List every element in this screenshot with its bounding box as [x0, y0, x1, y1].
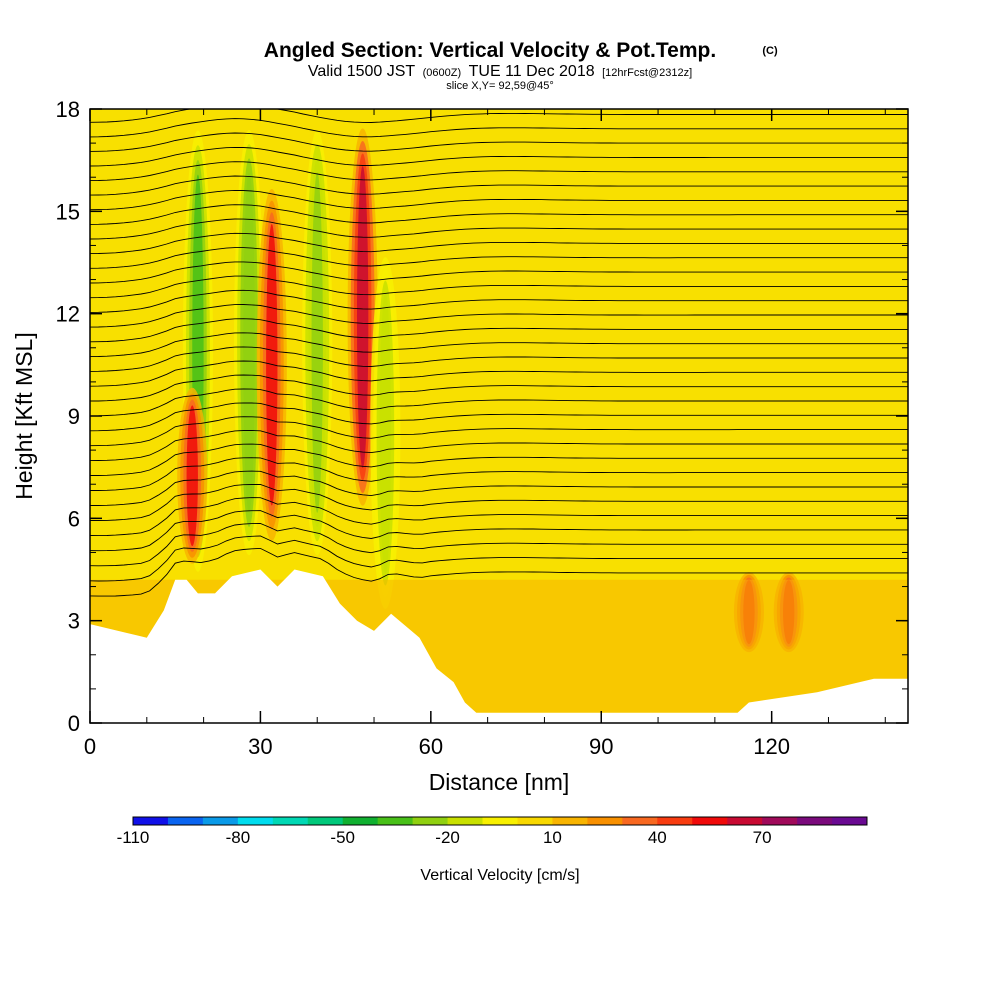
y-tick-label: 6 — [68, 506, 80, 531]
x-tick-label: 0 — [84, 734, 96, 759]
velocity-plume-6-3 — [186, 405, 198, 547]
theta-contour-4 — [90, 497, 908, 537]
colorbar-swatch — [412, 817, 449, 825]
theta-contour-19 — [90, 289, 908, 313]
theta-contour-17 — [90, 318, 908, 343]
plot-area — [90, 90, 908, 723]
theta-contour-23 — [90, 232, 908, 255]
theta-contour-20 — [90, 275, 908, 299]
theta-contour-16 — [90, 332, 908, 358]
subtitle-valid: Valid 1500 JST — [308, 63, 416, 80]
theta-contour-33 — [90, 90, 908, 108]
theta-contour-28 — [90, 161, 908, 182]
theta-contour-0 — [90, 547, 908, 597]
theta-contour-1 — [90, 535, 908, 582]
subtitle-utc: (0600Z) — [423, 67, 462, 79]
colorbar-swatch — [692, 817, 728, 825]
theta-contour-24 — [90, 218, 908, 240]
y-tick-label: 9 — [68, 404, 80, 429]
theta-contour-6 — [90, 470, 908, 506]
theta-contour-30 — [90, 132, 908, 152]
x-tick-label: 30 — [248, 734, 272, 759]
x-tick-label: 90 — [589, 734, 613, 759]
colorbar-tick-label: -80 — [226, 828, 251, 847]
colorbar-swatch — [202, 817, 239, 825]
theta-contour-3 — [90, 510, 908, 552]
theta-contour-18 — [90, 304, 908, 328]
theta-contour-29 — [90, 146, 908, 167]
velocity-plume-3-3 — [311, 172, 323, 513]
colorbar-frame — [132, 816, 868, 826]
terrain — [90, 569, 908, 723]
theta-contour-8 — [90, 443, 908, 476]
theta-contour-25 — [90, 204, 908, 225]
colorbar-swatch — [622, 817, 658, 825]
colorbar-swatch — [377, 817, 414, 825]
theta-contour-21 — [90, 261, 908, 284]
colorbar-swatch — [167, 817, 204, 825]
colorbar-swatch — [272, 817, 309, 825]
colorbar-tick-label: -50 — [330, 828, 355, 847]
subtitle-date: TUE 11 Dec 2018 — [469, 63, 595, 80]
colorbar-swatch — [447, 817, 484, 825]
colorbar-tick-label: -110 — [117, 828, 150, 847]
chart-title: Angled Section: Vertical Velocity & Pot.… — [264, 39, 716, 62]
theta-contour-5 — [90, 484, 908, 521]
colorbar-swatch — [237, 817, 274, 825]
colorbar-swatch — [552, 817, 588, 825]
x-tick-label: 120 — [753, 734, 790, 759]
slice-label: slice X,Y= 92,59@45° — [446, 80, 554, 92]
theta-contour-12 — [90, 388, 908, 417]
theta-contour-10 — [90, 416, 908, 447]
theta-contour-9 — [90, 430, 908, 462]
colorbar-tick-label: 70 — [753, 828, 772, 847]
colorbar-swatch — [797, 817, 833, 825]
colorbar-ticks: -110 -80 -50 -20 10 40 70 — [117, 828, 772, 847]
colorbar-swatch — [517, 817, 553, 825]
colorbar-swatch — [832, 817, 868, 825]
y-tick-label: 0 — [68, 711, 80, 736]
velocity-plume-1-3 — [243, 172, 255, 513]
chart-title-unit: (C) — [762, 45, 778, 57]
theta-contour-31 — [90, 118, 908, 138]
colorbar-swatch — [657, 817, 693, 825]
theta-contour-26 — [90, 189, 908, 211]
colorbar-swatch — [762, 817, 798, 825]
colorbar-swatch — [482, 817, 518, 825]
theta-contour-14 — [90, 360, 908, 387]
colorbar-swatch — [342, 817, 379, 825]
y-tick-label: 12 — [56, 302, 80, 327]
y-tick-label: 18 — [56, 97, 80, 122]
colorbar-swatch — [307, 817, 344, 825]
theta-contour-11 — [90, 402, 908, 432]
theta-contour-15 — [90, 346, 908, 372]
colorbar-label: Vertical Velocity [cm/s] — [420, 867, 579, 884]
theta-contour-13 — [90, 374, 908, 402]
colorbar-tick-label: -20 — [435, 828, 460, 847]
y-axis-label: Height [Kft MSL] — [11, 332, 37, 499]
colorbar-tick-label: 10 — [543, 828, 562, 847]
y-tick-label: 3 — [68, 609, 80, 634]
colorbar-tick-label: 40 — [648, 828, 667, 847]
colorbar-swatch — [727, 817, 763, 825]
velocity-plume-4-3 — [356, 166, 369, 469]
colorbar-swatch — [133, 817, 169, 825]
y-axis-ticks: 0 3 6 9 12 15 18 — [56, 97, 908, 736]
velocity-plume-5-3 — [379, 292, 392, 574]
x-axis-label: Distance [nm] — [429, 769, 570, 795]
theta-contour-2 — [90, 522, 908, 567]
subtitle-forecast: [12hrFcst@2312z] — [602, 67, 692, 79]
theta-contours — [90, 90, 908, 597]
theta-contour-22 — [90, 247, 908, 269]
colorbar-swatch — [587, 817, 623, 825]
colorbar — [132, 816, 868, 826]
y-tick-label: 15 — [56, 199, 80, 224]
x-tick-label: 60 — [419, 734, 443, 759]
x-axis-ticks: 0 30 60 90 120 — [84, 109, 886, 759]
theta-contour-27 — [90, 175, 908, 196]
chart-subtitle: Valid 1500 JST (0600Z) TUE 11 Dec 2018 [… — [308, 63, 692, 80]
theta-contour-7 — [90, 457, 908, 491]
